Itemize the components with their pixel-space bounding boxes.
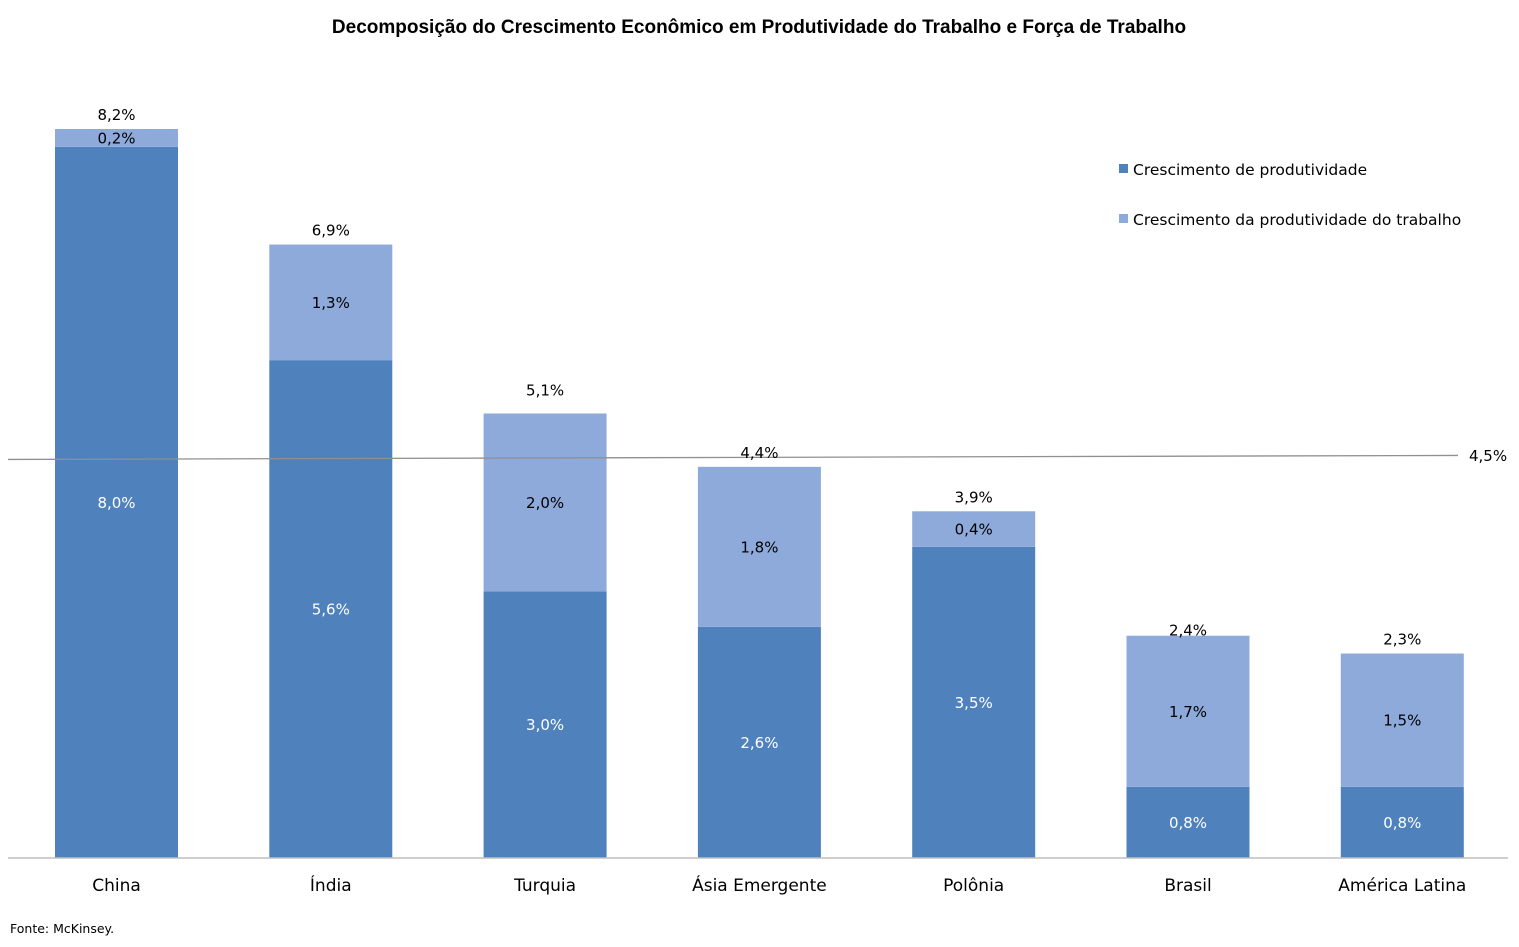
data-label-polonia-s1: 0,4%: [955, 521, 993, 539]
reference-line-label: 4,5%: [1469, 447, 1507, 465]
data-label-india-s0: 5,6%: [312, 601, 350, 619]
category-label-asia-emergente: Ásia Emergente: [692, 874, 827, 896]
bar-segment-india-s0: [269, 360, 393, 858]
bar-segment-polonia-s0: [912, 546, 1036, 858]
category-label-america-latina: América Latina: [1338, 876, 1466, 896]
category-label-china: China: [92, 876, 141, 896]
bar-segment-polonia-s1: [912, 511, 1036, 547]
data-label-america-latina-s0: 0,8%: [1383, 814, 1421, 832]
reference-line-group: 4,5%: [7, 447, 1507, 465]
data-label-china-s1: 0,2%: [97, 129, 135, 147]
data-label-china-s0: 8,0%: [97, 494, 135, 512]
data-label-america-latina-s1: 1,5%: [1383, 712, 1421, 730]
source-note: Fonte: McKinsey.: [10, 921, 114, 936]
legend-label-produtividade-trabalho: Crescimento da produtividade do trabalho: [1133, 211, 1461, 229]
bar-segment-india-s1: [269, 244, 393, 361]
legend: Crescimento de produtividade Crescimento…: [1119, 161, 1461, 229]
legend-label-produtividade: Crescimento de produtividade: [1133, 161, 1367, 179]
total-label-asia-emergente: 4,4%: [740, 444, 778, 462]
data-label-polonia-s0: 3,5%: [955, 694, 993, 712]
bar-segment-america-latina-s0: [1340, 786, 1464, 858]
data-label-brasil-s0: 0,8%: [1169, 814, 1207, 832]
legend-swatch-produtividade-trabalho: [1119, 214, 1128, 223]
total-label-america-latina: 2,3%: [1383, 631, 1421, 649]
bar-segment-asia-emergente-s1: [697, 466, 821, 627]
data-label-turquia-s1: 2,0%: [526, 494, 564, 512]
data-labels-group: 8,0% 0,2% 8,2% 5,6% 1,3% 6,9% 3,0% 2,0% 5,1% 2,6%…: [97, 106, 1421, 832]
bar-segment-turquia-s1: [483, 413, 607, 592]
total-label-china: 8,2%: [97, 106, 135, 124]
bar-segment-china-s0: [55, 146, 178, 858]
bar-segment-america-latina-s1: [1340, 653, 1464, 787]
category-label-india: Índia: [310, 874, 352, 896]
data-label-asia-emergente-s1: 1,8%: [740, 538, 778, 556]
total-label-brasil: 2,4%: [1169, 622, 1207, 640]
bar-segment-asia-emergente-s0: [697, 626, 821, 858]
bar-segment-brasil-s1: [1126, 635, 1250, 787]
category-label-polonia: Polônia: [943, 876, 1004, 896]
bars-group: [55, 129, 1464, 858]
total-label-turquia: 5,1%: [526, 382, 564, 400]
data-label-india-s1: 1,3%: [312, 294, 350, 312]
category-label-turquia: Turquia: [513, 876, 576, 896]
legend-swatch-produtividade: [1119, 164, 1128, 173]
reference-line: [7, 454, 1459, 461]
bar-segment-china-s1: [55, 129, 178, 147]
bar-segment-turquia-s0: [483, 591, 607, 858]
data-label-asia-emergente-s0: 2,6%: [740, 734, 778, 752]
bar-segment-brasil-s0: [1126, 786, 1250, 858]
total-label-polonia: 3,9%: [955, 488, 993, 506]
category-labels-group: China Índia Turquia Ásia Emergente Polônia Br…: [92, 874, 1466, 896]
data-label-brasil-s1: 1,7%: [1169, 703, 1207, 721]
chart-title: Decomposição do Crescimento Econômico em…: [332, 17, 1186, 38]
total-label-india: 6,9%: [312, 222, 350, 240]
category-label-brasil: Brasil: [1164, 876, 1211, 896]
data-label-turquia-s0: 3,0%: [526, 716, 564, 734]
